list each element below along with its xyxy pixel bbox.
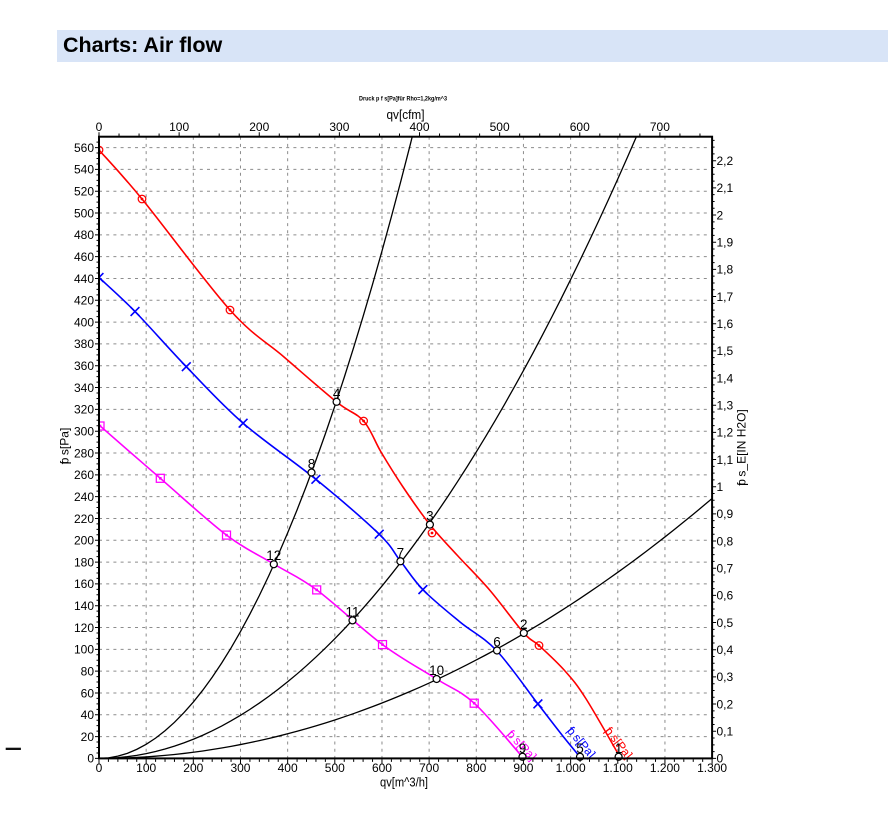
svg-text:360: 360 bbox=[74, 359, 94, 373]
svg-text:140: 140 bbox=[74, 599, 94, 613]
svg-text:20: 20 bbox=[81, 730, 95, 744]
svg-text:100: 100 bbox=[169, 120, 189, 134]
svg-text:1.200: 1.200 bbox=[650, 761, 680, 775]
svg-text:2: 2 bbox=[520, 617, 528, 632]
svg-text:400: 400 bbox=[74, 315, 94, 329]
svg-text:340: 340 bbox=[74, 381, 94, 395]
svg-text:700: 700 bbox=[419, 761, 439, 775]
svg-text:1,9: 1,9 bbox=[717, 236, 734, 250]
svg-text:300: 300 bbox=[74, 424, 94, 438]
svg-text:100: 100 bbox=[136, 761, 156, 775]
svg-text:100: 100 bbox=[74, 643, 94, 657]
svg-text:Druck p f s[Pa]für Rho=1,2kg/m: Druck p f s[Pa]für Rho=1,2kg/m^3 bbox=[359, 95, 447, 103]
svg-text:200: 200 bbox=[74, 534, 94, 548]
svg-text:200: 200 bbox=[183, 761, 203, 775]
svg-text:300: 300 bbox=[329, 120, 349, 134]
svg-text:1,1: 1,1 bbox=[717, 453, 734, 467]
svg-text:pf s_E[IN H2O]: pf s_E[IN H2O] bbox=[735, 409, 749, 486]
svg-text:2: 2 bbox=[717, 208, 724, 222]
svg-text:0: 0 bbox=[717, 752, 724, 766]
svg-text:400: 400 bbox=[278, 761, 298, 775]
svg-text:qv[m^3/h]: qv[m^3/h] bbox=[380, 775, 428, 790]
svg-text:240: 240 bbox=[74, 490, 94, 504]
svg-text:0,5: 0,5 bbox=[717, 616, 734, 630]
svg-text:0,4: 0,4 bbox=[717, 643, 734, 657]
svg-text:8: 8 bbox=[308, 457, 316, 472]
svg-text:60: 60 bbox=[81, 686, 95, 700]
svg-text:160: 160 bbox=[74, 577, 94, 591]
svg-text:540: 540 bbox=[74, 163, 94, 177]
svg-text:0,1: 0,1 bbox=[717, 725, 734, 739]
svg-text:3: 3 bbox=[426, 509, 434, 524]
svg-text:300: 300 bbox=[230, 761, 250, 775]
svg-text:320: 320 bbox=[74, 403, 94, 417]
svg-text:5: 5 bbox=[576, 741, 584, 756]
svg-text:80: 80 bbox=[81, 664, 95, 678]
svg-text:1,3: 1,3 bbox=[717, 399, 734, 413]
svg-text:700: 700 bbox=[650, 120, 670, 134]
svg-text:11: 11 bbox=[345, 604, 359, 619]
svg-text:280: 280 bbox=[74, 446, 94, 460]
svg-text:12: 12 bbox=[266, 548, 281, 563]
svg-text:1.300: 1.300 bbox=[697, 761, 727, 775]
svg-text:0,6: 0,6 bbox=[717, 589, 734, 603]
svg-text:1.000: 1.000 bbox=[556, 761, 586, 775]
svg-text:380: 380 bbox=[74, 337, 94, 351]
svg-text:0: 0 bbox=[96, 120, 103, 134]
svg-text:120: 120 bbox=[74, 621, 94, 635]
svg-text:6: 6 bbox=[493, 635, 501, 650]
svg-text:900: 900 bbox=[513, 761, 533, 775]
svg-text:0,3: 0,3 bbox=[717, 670, 734, 684]
svg-text:600: 600 bbox=[570, 120, 590, 134]
svg-text:480: 480 bbox=[74, 228, 94, 242]
svg-text:9: 9 bbox=[519, 741, 527, 756]
svg-text:4: 4 bbox=[333, 386, 341, 401]
svg-text:1,2: 1,2 bbox=[717, 426, 734, 440]
svg-text:0: 0 bbox=[96, 761, 103, 775]
svg-text:1,7: 1,7 bbox=[717, 290, 734, 304]
svg-text:1,8: 1,8 bbox=[717, 263, 734, 277]
svg-text:qv[cfm]: qv[cfm] bbox=[387, 107, 425, 122]
svg-text:1,4: 1,4 bbox=[717, 371, 734, 385]
svg-text:180: 180 bbox=[74, 555, 94, 569]
svg-text:7: 7 bbox=[397, 545, 405, 560]
svg-text:2,1: 2,1 bbox=[717, 181, 734, 195]
svg-text:1.100: 1.100 bbox=[603, 761, 633, 775]
svg-text:2,2: 2,2 bbox=[717, 154, 734, 168]
svg-text:0,2: 0,2 bbox=[717, 697, 734, 711]
svg-text:1,6: 1,6 bbox=[717, 317, 734, 331]
svg-text:520: 520 bbox=[74, 185, 94, 199]
svg-text:0: 0 bbox=[87, 752, 94, 766]
svg-text:pf s[Pa]: pf s[Pa] bbox=[58, 428, 72, 465]
svg-text:220: 220 bbox=[74, 512, 94, 526]
svg-text:1: 1 bbox=[717, 480, 724, 494]
svg-text:10: 10 bbox=[429, 663, 444, 678]
svg-text:560: 560 bbox=[74, 141, 94, 155]
svg-text:500: 500 bbox=[325, 761, 345, 775]
svg-text:0,8: 0,8 bbox=[717, 534, 734, 548]
svg-text:600: 600 bbox=[372, 761, 392, 775]
svg-text:800: 800 bbox=[466, 761, 486, 775]
svg-text:0,7: 0,7 bbox=[717, 562, 734, 576]
svg-text:460: 460 bbox=[74, 250, 94, 264]
svg-text:1,5: 1,5 bbox=[717, 344, 734, 358]
svg-text:200: 200 bbox=[249, 120, 269, 134]
svg-text:400: 400 bbox=[409, 120, 429, 134]
svg-text:440: 440 bbox=[74, 272, 94, 286]
svg-text:500: 500 bbox=[490, 120, 510, 134]
svg-text:420: 420 bbox=[74, 294, 94, 308]
svg-text:500: 500 bbox=[74, 206, 94, 220]
svg-text:40: 40 bbox=[81, 708, 95, 722]
svg-text:260: 260 bbox=[74, 468, 94, 482]
svg-text:1: 1 bbox=[615, 741, 623, 756]
svg-text:0,9: 0,9 bbox=[717, 507, 734, 521]
